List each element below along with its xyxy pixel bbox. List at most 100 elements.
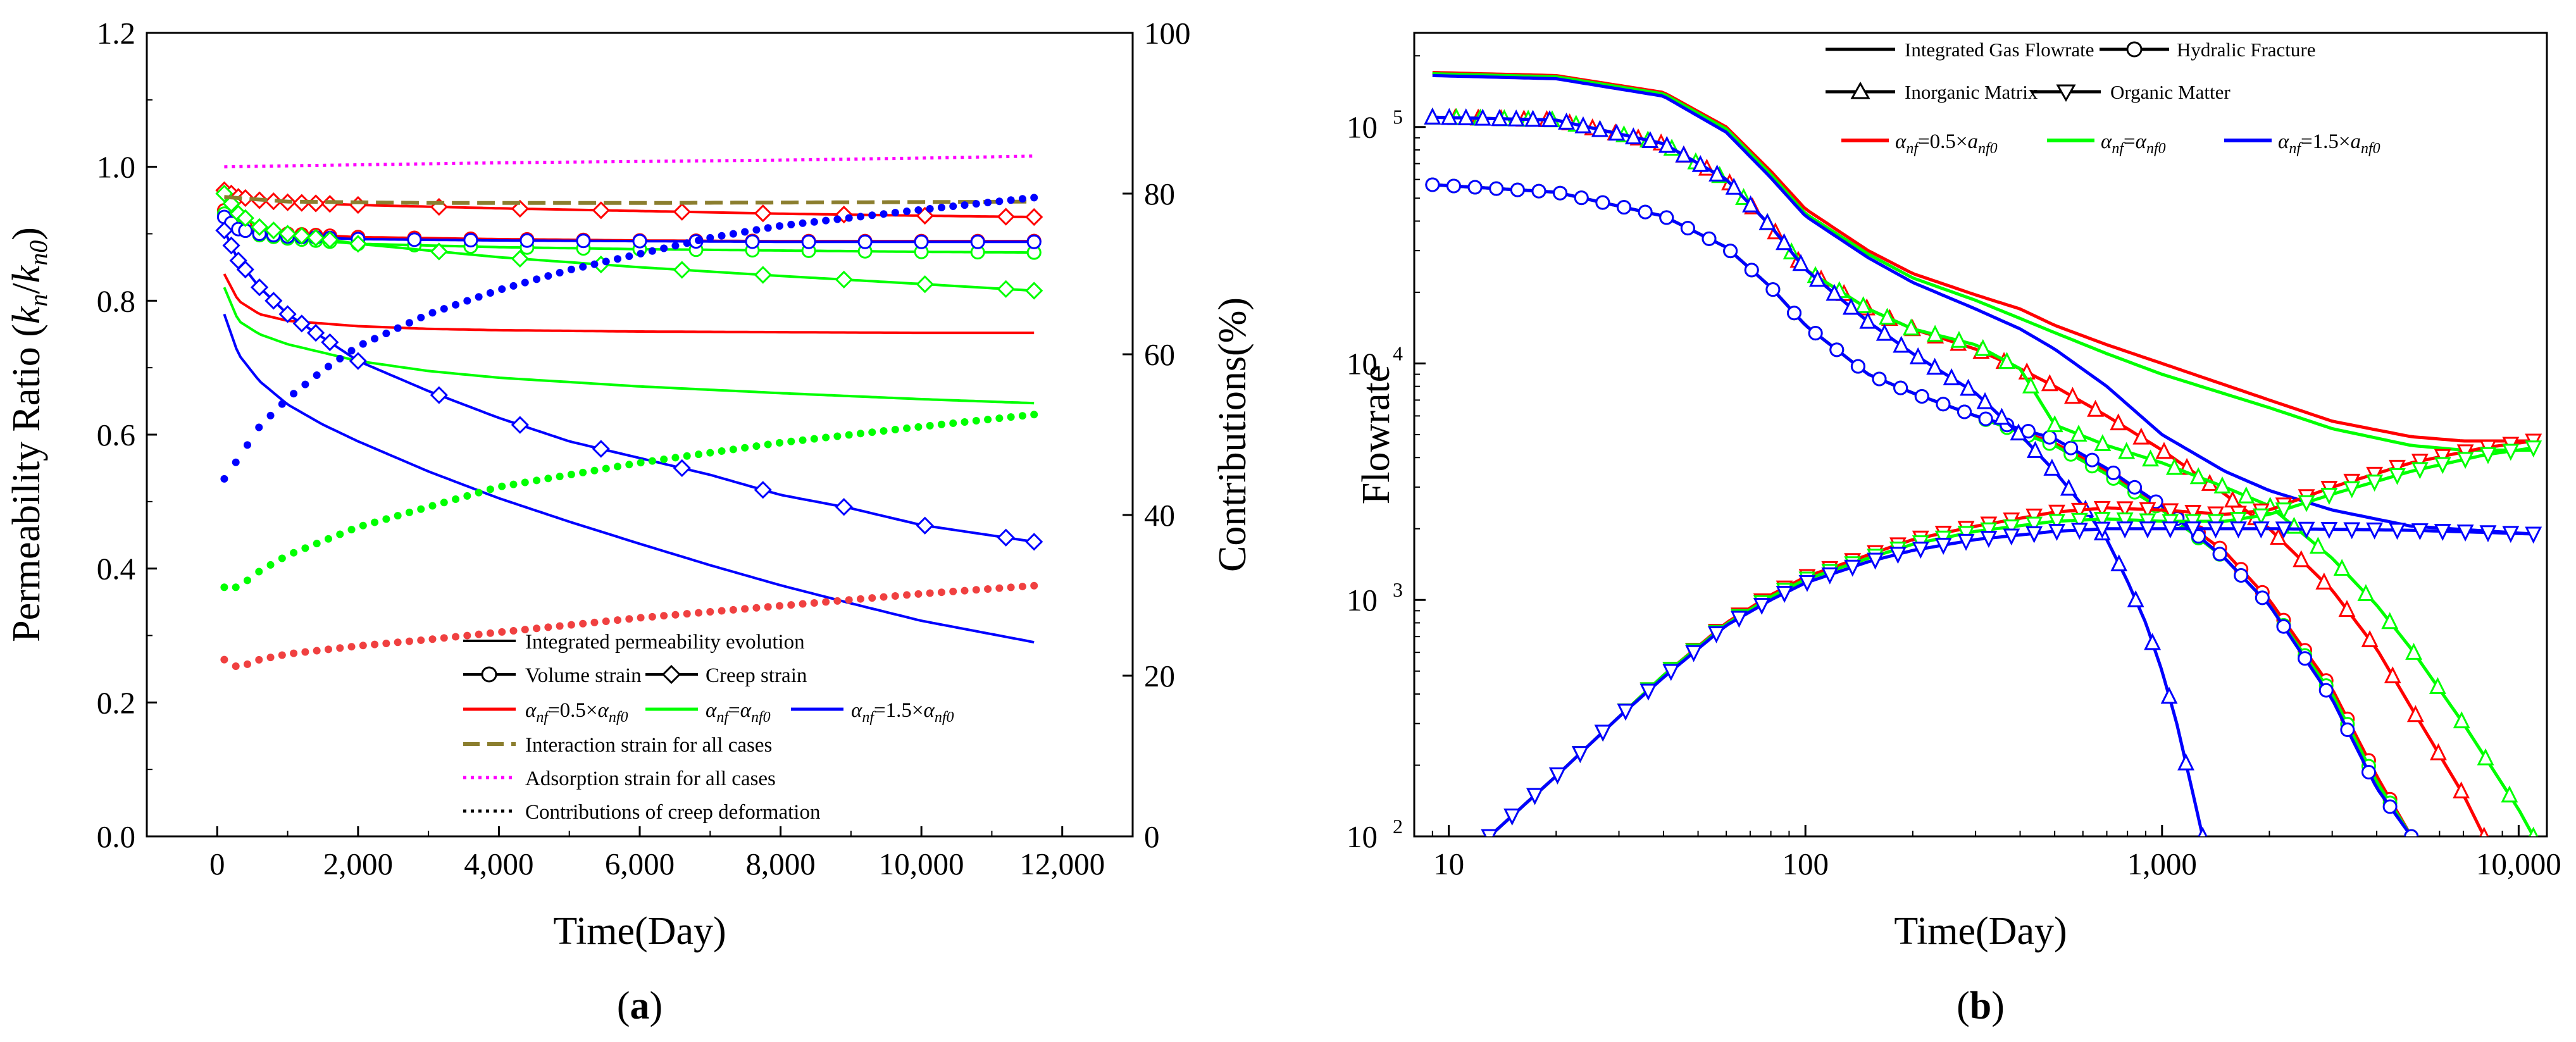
a-ytick-label: 0.8 [97,283,135,318]
contribution-dot [290,549,298,557]
b-ytick-exponent: 4 [1393,342,1403,364]
marker-circle [463,233,478,248]
b-series-11 [1481,521,2542,836]
contribution-dot [602,257,610,266]
marker-triangle [2479,826,2489,836]
marker-circle [1702,231,1717,246]
contribution-dot [752,442,761,450]
marker-triangle [1855,296,1872,313]
a-series-line [223,287,1035,405]
marker-triangle [1725,177,1743,195]
contribution-dot [405,508,413,516]
marker-tri-down [2434,524,2451,541]
marker-diamond [250,218,269,237]
contribution-dot [243,660,251,668]
marker-tri-down [2003,519,2020,537]
contribution-dot [695,450,703,459]
contribution-dot [706,449,714,457]
contribution-dot [1007,583,1015,592]
marker-tri-down [2048,524,2065,542]
contribution-dot [220,474,228,483]
contribution-dot [266,561,275,569]
contribution-dot [417,313,425,321]
contribution-dot [359,642,367,650]
contribution-dot [775,222,783,230]
contribution-dot [810,435,818,443]
marker-diamond [754,481,772,499]
marker-tri-down [2502,526,2520,543]
marker-triangle [2060,478,2077,496]
legend-b-label-inorganic: Inorganic Matrix [1905,81,2038,103]
contribution-dot [1030,194,1038,202]
legend-b-label-hf: Hydralic Fracture [2177,39,2315,61]
marker-triangle [2026,440,2044,458]
contribution-dot [544,623,552,631]
contribution-dot [787,601,795,609]
marker-tri-down [1730,611,1748,628]
contribution-dot [509,480,518,488]
contribution-dot [498,628,506,636]
b-series-8 [1424,107,2208,836]
marker-tri-down [2093,521,2111,539]
contribution-dot [822,216,830,225]
marker-tri-down [2366,474,2384,492]
marker-triangle [2529,826,2539,836]
marker-triangle [1859,311,1877,329]
marker-triangle [1491,109,1509,127]
b-ytick-exponent: 3 [1393,578,1403,601]
marker-triangle [1943,368,1960,385]
marker-triangle [2070,425,2088,442]
contribution-dot [1018,195,1026,203]
marker-diamond [236,260,254,279]
marker-circle [1680,221,1695,236]
marker-diamond [511,199,529,218]
marker-circle [1765,282,1781,297]
contribution-dot [972,586,980,594]
marker-tri-down [1640,683,1657,701]
legend-marker-circle [481,666,497,683]
marker-circle [801,234,816,249]
marker-diamond [236,189,254,208]
marker-circle [2255,590,2270,605]
contribution-dot [984,585,992,593]
contribution-dot [729,605,737,614]
a-series-8 [215,221,1043,551]
contribution-dot [614,616,622,624]
a-ytick-label: 1.2 [97,16,135,51]
marker-diamond [349,235,367,253]
marker-triangle [1960,378,1977,396]
marker-tri-down [2230,521,2247,539]
contribution-dot [937,203,945,211]
marker-tri-down [2003,528,2020,546]
marker-diamond [222,194,240,213]
marker-circle [1829,342,1845,357]
contribution-dot [463,631,471,640]
marker-tri-down [2525,440,2542,458]
marker-circle [1723,244,1738,259]
contribution-dot [660,612,668,620]
contribution-dot [903,208,911,216]
contribution-dot [556,473,564,481]
marker-tri-down [2139,502,2156,519]
contribution-dot [880,210,888,218]
contribution-dot [486,485,494,493]
marker-diamond [673,459,691,478]
marker-tri-down [2366,522,2384,540]
contribution-dot [243,441,251,449]
marker-circle [1553,185,1568,201]
marker-triangle [2453,781,2470,798]
contribution-dot [729,230,737,238]
contribution-dot [660,456,668,464]
marker-tri-down [2411,523,2429,540]
marker-triangle [1541,110,1559,128]
marker-tri-down [2434,449,2451,466]
legend-label-interaction: Interaction strain for all cases [525,734,772,757]
contribution-dot [614,255,622,263]
marker-triangle [2127,590,2144,607]
legend-b-marker-triangle [1850,81,1870,99]
contribution-dot [359,340,367,348]
b-series-line [1432,72,2534,452]
marker-triangle [1507,109,1525,127]
marker-diamond [754,266,772,284]
marker-circle [1808,326,1823,341]
